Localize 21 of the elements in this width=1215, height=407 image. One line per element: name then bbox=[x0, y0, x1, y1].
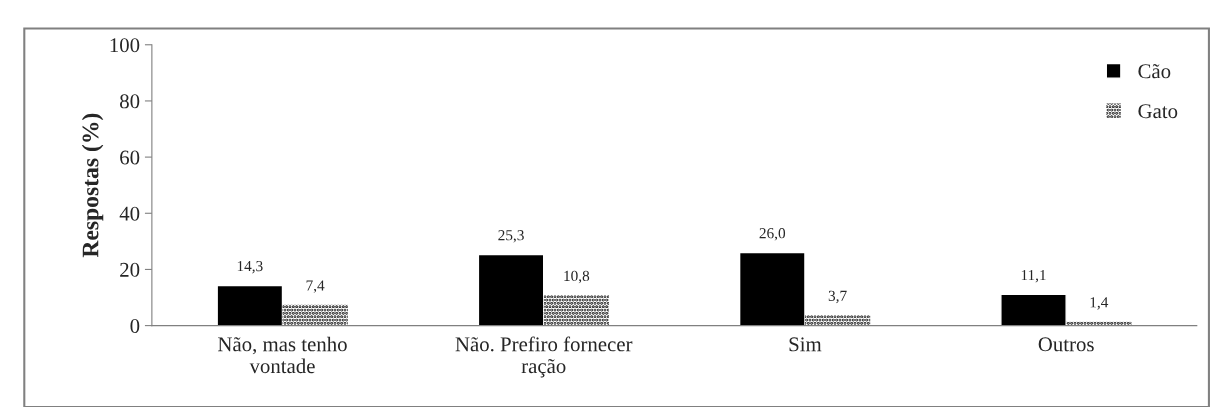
data-label: 1,4 bbox=[1090, 297, 1109, 310]
legend-label: Gato bbox=[1138, 104, 1178, 119]
x-tick-label: Sim bbox=[789, 337, 822, 352]
data-label: 25,3 bbox=[498, 230, 524, 243]
y-tick-label: 40 bbox=[119, 206, 140, 221]
data-label: 26,0 bbox=[759, 228, 786, 241]
x-tick-label: Outros bbox=[1038, 337, 1094, 352]
y-axis-title: Respostas (%) bbox=[81, 113, 104, 258]
data-label: 3,7 bbox=[828, 290, 847, 304]
y-tick-label: 100 bbox=[110, 38, 140, 53]
data-label: 7,4 bbox=[306, 280, 325, 293]
x-tick-label: Não, mas tenho vontade bbox=[218, 336, 347, 374]
legend-label: Cão bbox=[1138, 64, 1171, 79]
x-tick-label: Não. Prefiro fornecer ração bbox=[455, 336, 633, 378]
y-tick-label: 20 bbox=[120, 262, 140, 277]
y-tick-label: 60 bbox=[120, 150, 140, 165]
y-tick-label: 80 bbox=[120, 94, 140, 109]
data-label: 10,8 bbox=[564, 270, 590, 284]
y-tick-label: 0 bbox=[130, 318, 140, 334]
data-label: 11,1 bbox=[1021, 269, 1046, 283]
data-label: 14,3 bbox=[237, 260, 263, 274]
